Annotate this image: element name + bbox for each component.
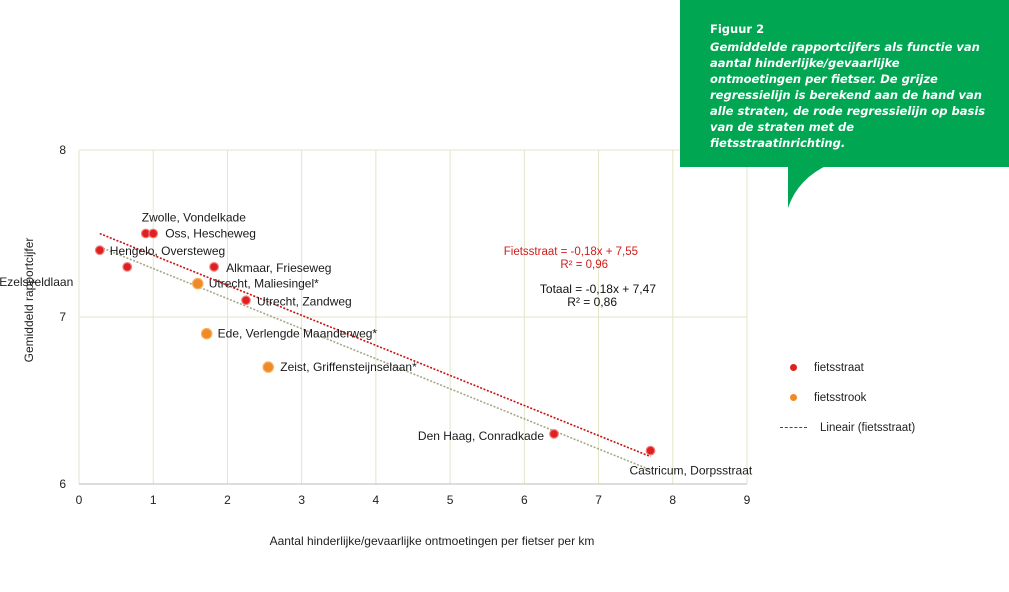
point-label: Oss, Hescheweg: [165, 227, 256, 241]
x-tick-label: 0: [76, 493, 83, 507]
legend-dot-orange: [790, 394, 797, 401]
point-label: Den Haag, Conradkade: [418, 429, 544, 443]
y-tick-label: 6: [59, 477, 66, 491]
x-tick-label: 5: [447, 493, 454, 507]
legend-dashed-line: [780, 427, 807, 428]
legend-label: fietsstraat: [814, 361, 864, 374]
point-label: Alkmaar, Frieseweg: [226, 261, 331, 275]
y-tick-label: 8: [59, 143, 66, 157]
point-label: Zeist, Griffensteijnselaan*: [280, 360, 417, 374]
x-tick-label: 1: [150, 493, 157, 507]
legend-dot-red: [790, 364, 797, 371]
point-labels: Zwolle, Vondelkade Oss, Hescheweg Hengelo,…: [0, 211, 753, 478]
point-label: Zwolle, Vondelkade: [142, 211, 246, 225]
axes: 0 1 2 3 4 5 6 7 8 9 6 7 8: [59, 143, 750, 507]
data-point-fietsstraat: [94, 245, 105, 256]
totaal-r2: R² = 0,86: [567, 295, 617, 309]
x-tick-label: 4: [373, 493, 380, 507]
y-axis-label: Gemiddeld rapportcijfer: [22, 238, 36, 363]
y-tick-label: 7: [59, 310, 66, 324]
legend-item-fietsstrook: fietsstrook: [780, 390, 915, 405]
x-tick-label: 2: [224, 493, 231, 507]
x-tick-label: 3: [298, 493, 305, 507]
data-point-fietsstraat: [241, 295, 251, 306]
legend-item-lineair: Lineair (fietsstraat): [780, 420, 915, 435]
point-label: Ede, Verlengde Maanderweg*: [218, 327, 378, 341]
data-point-fietsstrook: [191, 277, 204, 290]
data-point-fietsstrook: [200, 327, 213, 340]
legend: fietsstraat fietsstrook Lineair (fietsst…: [780, 360, 915, 450]
figure-callout: Figuur 2 Gemiddelde rapportcijfers als f…: [680, 0, 1009, 167]
x-tick-label: 8: [669, 493, 676, 507]
speech-bubble-tail: [788, 164, 830, 208]
point-label: Utrecht, Maliesingel*: [209, 277, 319, 291]
figure-caption: Gemiddelde rapportcijfers als functie va…: [710, 40, 986, 150]
figure-title: Figuur 2: [710, 22, 765, 36]
data-point-fietsstraat: [645, 445, 656, 456]
legend-item-fietsstraat: fietsstraat: [780, 360, 915, 375]
fietsstraat-r2: R² = 0,96: [560, 259, 608, 271]
trendline-totaal: [99, 246, 651, 471]
data-point-fietsstrook: [262, 361, 275, 373]
data-point-fietsstraat: [148, 228, 159, 239]
data-points: [94, 228, 656, 456]
data-point-fietsstraat: [122, 262, 133, 272]
legend-label: fietsstrook: [814, 391, 867, 404]
data-point-fietsstraat: [549, 429, 559, 439]
x-tick-label: 7: [595, 493, 602, 507]
grid: [78, 149, 748, 485]
point-label: Utrecht, Zandweg: [257, 294, 352, 308]
x-tick-label: 9: [744, 493, 751, 507]
totaal-equation: Totaal = -0,18x + 7,47: [540, 282, 656, 296]
point-label: Delft, Ezelsveldlaan: [0, 275, 73, 289]
x-tick-label: 6: [521, 493, 528, 507]
fietsstraat-equation: Fietsstraat = -0,18x + 7,55: [504, 246, 638, 258]
legend-label: Lineair (fietsstraat): [820, 421, 916, 434]
point-label: Castricum, Dorpsstraat: [630, 464, 753, 478]
data-point-fietsstraat: [209, 262, 219, 272]
trendline-fietsstraat: [99, 232, 651, 458]
point-label: Hengelo, Oversteweg: [110, 244, 225, 258]
x-axis-label: Aantal hinderlijke/gevaarlijke ontmoetin…: [270, 534, 595, 548]
